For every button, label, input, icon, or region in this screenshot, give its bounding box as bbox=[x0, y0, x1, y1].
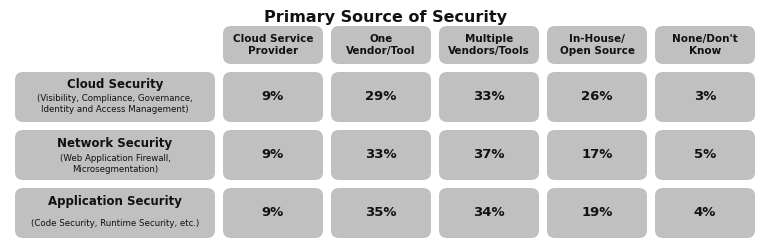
Text: 26%: 26% bbox=[581, 91, 613, 103]
FancyBboxPatch shape bbox=[547, 72, 647, 122]
Text: Network Security: Network Security bbox=[58, 137, 172, 150]
FancyBboxPatch shape bbox=[223, 130, 323, 180]
Text: One
Vendor/Tool: One Vendor/Tool bbox=[346, 34, 416, 56]
FancyBboxPatch shape bbox=[223, 188, 323, 238]
Text: 33%: 33% bbox=[365, 148, 397, 161]
Text: Primary Source of Security: Primary Source of Security bbox=[263, 10, 507, 25]
Text: In-House/
Open Source: In-House/ Open Source bbox=[560, 34, 634, 56]
Text: Cloud Service
Provider: Cloud Service Provider bbox=[233, 34, 313, 56]
Text: 4%: 4% bbox=[694, 207, 716, 220]
Text: 33%: 33% bbox=[474, 91, 505, 103]
Text: Multiple
Vendors/Tools: Multiple Vendors/Tools bbox=[448, 34, 530, 56]
FancyBboxPatch shape bbox=[547, 26, 647, 64]
FancyBboxPatch shape bbox=[655, 130, 755, 180]
Text: 19%: 19% bbox=[581, 207, 613, 220]
Text: (Code Security, Runtime Security, etc.): (Code Security, Runtime Security, etc.) bbox=[31, 219, 199, 228]
FancyBboxPatch shape bbox=[331, 26, 431, 64]
FancyBboxPatch shape bbox=[439, 72, 539, 122]
Text: 3%: 3% bbox=[694, 91, 716, 103]
FancyBboxPatch shape bbox=[223, 26, 323, 64]
Text: 9%: 9% bbox=[262, 207, 284, 220]
Text: 5%: 5% bbox=[694, 148, 716, 161]
FancyBboxPatch shape bbox=[331, 130, 431, 180]
Text: None/Don't
Know: None/Don't Know bbox=[672, 34, 738, 56]
FancyBboxPatch shape bbox=[439, 188, 539, 238]
Text: Cloud Security: Cloud Security bbox=[67, 78, 163, 91]
FancyBboxPatch shape bbox=[439, 26, 539, 64]
FancyBboxPatch shape bbox=[547, 130, 647, 180]
FancyBboxPatch shape bbox=[655, 26, 755, 64]
Text: 17%: 17% bbox=[581, 148, 613, 161]
Text: (Web Application Firewall,
Microsegmentation): (Web Application Firewall, Microsegmenta… bbox=[59, 154, 170, 174]
Text: Application Security: Application Security bbox=[48, 195, 182, 208]
Text: 9%: 9% bbox=[262, 148, 284, 161]
FancyBboxPatch shape bbox=[331, 188, 431, 238]
Text: 35%: 35% bbox=[365, 207, 397, 220]
FancyBboxPatch shape bbox=[547, 188, 647, 238]
FancyBboxPatch shape bbox=[655, 72, 755, 122]
Text: (Visibility, Compliance, Governance,
Identity and Access Management): (Visibility, Compliance, Governance, Ide… bbox=[37, 94, 193, 114]
Text: 37%: 37% bbox=[474, 148, 505, 161]
FancyBboxPatch shape bbox=[223, 72, 323, 122]
FancyBboxPatch shape bbox=[15, 72, 215, 122]
FancyBboxPatch shape bbox=[655, 188, 755, 238]
FancyBboxPatch shape bbox=[439, 130, 539, 180]
Text: 9%: 9% bbox=[262, 91, 284, 103]
FancyBboxPatch shape bbox=[15, 188, 215, 238]
Text: 29%: 29% bbox=[365, 91, 397, 103]
Text: 34%: 34% bbox=[474, 207, 505, 220]
FancyBboxPatch shape bbox=[15, 130, 215, 180]
FancyBboxPatch shape bbox=[331, 72, 431, 122]
